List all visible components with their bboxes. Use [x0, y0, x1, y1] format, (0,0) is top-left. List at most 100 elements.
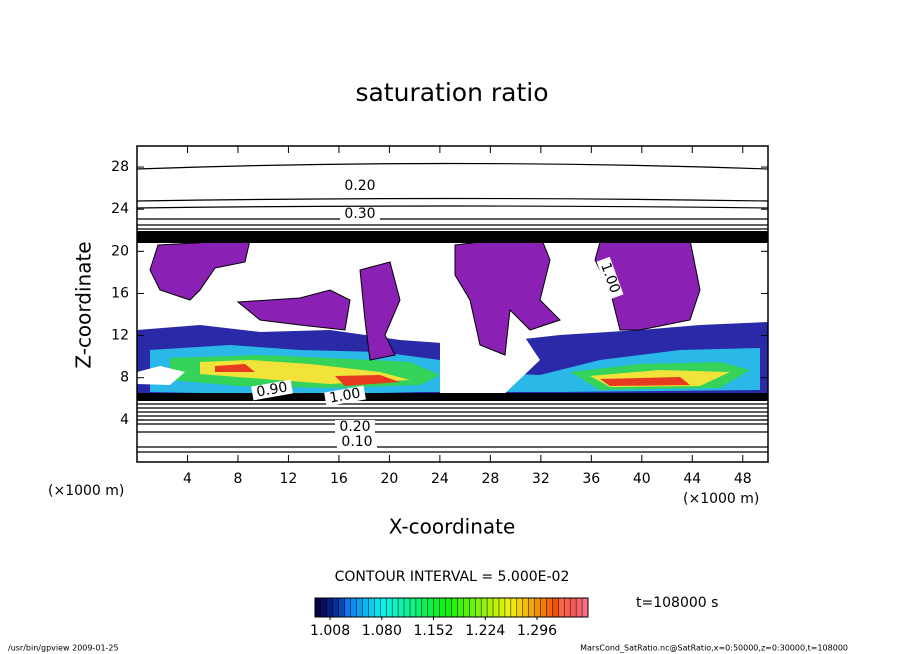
colorbar-tick-label: 1.080 — [362, 623, 402, 639]
colorbar-swatch — [332, 598, 340, 617]
supersaturated-region — [149, 234, 701, 361]
colorbar-swatch — [315, 598, 322, 617]
colorbar-swatch — [386, 598, 393, 617]
colorbar-swatch — [528, 598, 535, 617]
x-tick-label: 28 — [481, 471, 499, 487]
colorbar-tick-label: 1.224 — [465, 623, 505, 639]
colorbar-swatch — [350, 598, 357, 617]
footer-right: MarsCond_SatRatio.nc@SatRatio,x=0:50000,… — [580, 644, 848, 653]
y-tick-label: 12 — [111, 328, 129, 344]
colorbar-swatch — [475, 598, 482, 617]
contour-lines — [136, 162, 769, 453]
colorbar-swatch — [463, 598, 470, 617]
colorbar-swatch — [493, 598, 500, 617]
colorbar-swatch — [487, 598, 494, 617]
colorbar-swatch — [421, 598, 429, 617]
chart-title: saturation ratio — [355, 78, 548, 107]
colorbar-swatch — [404, 598, 411, 617]
colorbar-swatch — [415, 598, 423, 617]
label-background — [251, 379, 293, 401]
colorbar-swatch — [498, 598, 506, 617]
colorbar-swatch — [522, 598, 529, 617]
y-tick-label: 28 — [111, 159, 129, 175]
colorbar-swatch — [570, 598, 577, 617]
contour-label: 0.10 — [341, 434, 372, 450]
colorbar-swatch — [534, 598, 541, 617]
colorbar-swatch — [451, 598, 458, 617]
colorbar-frame — [314, 597, 589, 618]
x-tick-label: 48 — [734, 471, 752, 487]
contour-band — [137, 393, 768, 401]
y-unit: (×1000 m) — [48, 483, 124, 499]
contour-label: 0.20 — [344, 178, 375, 194]
contour-label: 1.00 — [328, 385, 361, 406]
field — [137, 234, 768, 398]
colorbar-swatch — [546, 598, 553, 617]
colorbar-swatch — [356, 598, 363, 617]
label-background — [324, 385, 366, 407]
label-background — [340, 179, 380, 193]
colorbar-swatch — [368, 598, 375, 617]
colorbar-swatch — [558, 598, 565, 617]
colorbar-swatch — [540, 598, 547, 617]
label-background — [335, 420, 375, 434]
x-unit: (×1000 m) — [683, 491, 759, 507]
contour-band — [137, 231, 768, 243]
x-tick-label: 8 — [233, 471, 242, 487]
y-tick-label: 4 — [120, 412, 129, 428]
colorbar-swatch — [457, 598, 464, 617]
time-label: t=108000 s — [636, 595, 718, 611]
label-background — [596, 256, 624, 300]
colorbar-swatch — [380, 598, 387, 617]
colorbar-swatch — [564, 598, 571, 617]
contour-label: 0.30 — [344, 206, 375, 222]
colorbar-swatch — [582, 598, 589, 617]
colorbar-swatch — [362, 598, 369, 617]
y-tick-label: 8 — [120, 370, 129, 386]
colorbar-swatch — [338, 598, 345, 617]
colorbar-swatch — [427, 598, 434, 617]
colorbar-swatch — [481, 598, 488, 617]
y-tick-label: 24 — [111, 201, 129, 217]
contour-line — [136, 205, 769, 230]
colorbar-swatch — [433, 598, 440, 617]
contour-line — [137, 403, 768, 453]
label-background — [337, 435, 377, 449]
plot-frame — [136, 145, 769, 463]
x-tick-label: 20 — [380, 471, 398, 487]
y-tick-label: 16 — [111, 285, 129, 301]
colorbar-tick-label: 1.296 — [517, 623, 557, 639]
colorbar-swatch — [516, 598, 524, 617]
colorbar-swatch — [445, 598, 452, 617]
contour-line — [136, 162, 769, 170]
colorbar-tick-label: 1.152 — [413, 623, 453, 639]
colorbar-swatch — [510, 598, 518, 617]
x-tick-label: 40 — [633, 471, 651, 487]
x-tick-label: 16 — [330, 471, 348, 487]
colorbar-swatch — [576, 598, 583, 617]
colorbar-swatch — [392, 598, 399, 617]
colorbar-swatch — [344, 598, 351, 617]
contour-line — [136, 197, 769, 202]
x-tick-label: 44 — [683, 471, 701, 487]
y-axis-label: Z-coordinate — [72, 241, 96, 368]
field-region — [215, 364, 690, 386]
footer-left: /usr/bin/gpview 2009-01-25 — [8, 644, 119, 653]
x-tick-label: 24 — [431, 471, 449, 487]
label-background — [340, 207, 380, 221]
colorbar-swatch — [409, 598, 417, 617]
x-axis-label: X-coordinate — [389, 515, 516, 539]
colorbar-swatch — [552, 598, 559, 617]
colorbar-swatch — [320, 598, 328, 617]
colorbar-swatch — [326, 598, 334, 617]
field-region — [200, 360, 730, 387]
x-tick-label: 36 — [582, 471, 600, 487]
colorbar-swatch — [398, 598, 405, 617]
y-tick-label: 20 — [111, 243, 129, 259]
contour-interval: CONTOUR INTERVAL = 5.000E-02 — [335, 569, 570, 585]
x-tick-label: 12 — [280, 471, 298, 487]
colorbar-swatch — [439, 598, 446, 617]
colorbar-swatch — [504, 598, 512, 617]
x-tick-label: 4 — [183, 471, 192, 487]
